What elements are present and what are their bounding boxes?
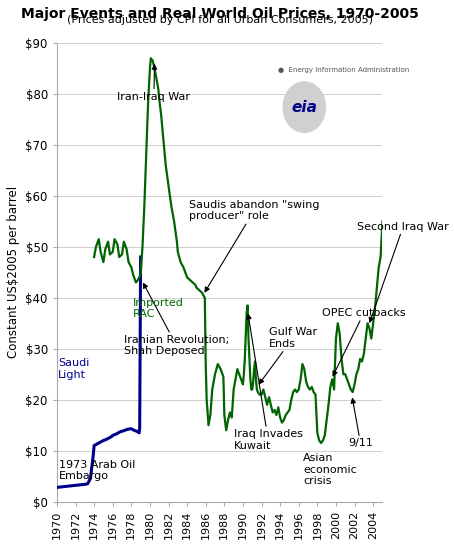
Text: Iraq Invades
Kuwait: Iraq Invades Kuwait [234, 314, 303, 450]
Text: Saudis abandon "swing
producer" role: Saudis abandon "swing producer" role [189, 200, 320, 292]
Text: Gulf War
Ends: Gulf War Ends [259, 327, 317, 384]
Y-axis label: Constant US$2005 per barrel: Constant US$2005 per barrel [7, 186, 20, 358]
Text: 1973 Arab Oil
Embargo: 1973 Arab Oil Embargo [59, 460, 135, 481]
Title: Major Events and Real World Oil Prices, 1970-2005: Major Events and Real World Oil Prices, … [21, 7, 419, 21]
Text: Iranian Revolution;
Shah Deposed: Iranian Revolution; Shah Deposed [124, 283, 229, 357]
Text: Second Iraq War: Second Iraq War [357, 222, 449, 322]
Text: 9/11: 9/11 [348, 399, 373, 448]
Text: Imported
RAC: Imported RAC [133, 298, 184, 319]
Text: Saudi
Light: Saudi Light [58, 358, 89, 380]
Text: ●  Energy Information Administration: ● Energy Information Administration [278, 67, 410, 73]
Text: OPEC cutbacks: OPEC cutbacks [322, 308, 405, 376]
Text: (Prices adjusted by CPI for all Urban Consumers, 2005): (Prices adjusted by CPI for all Urban Co… [67, 15, 373, 25]
Text: eia: eia [291, 100, 317, 115]
Text: Iran-Iraq War: Iran-Iraq War [118, 65, 190, 102]
Text: Asian
economic
crisis: Asian economic crisis [303, 453, 357, 486]
Ellipse shape [283, 82, 326, 132]
